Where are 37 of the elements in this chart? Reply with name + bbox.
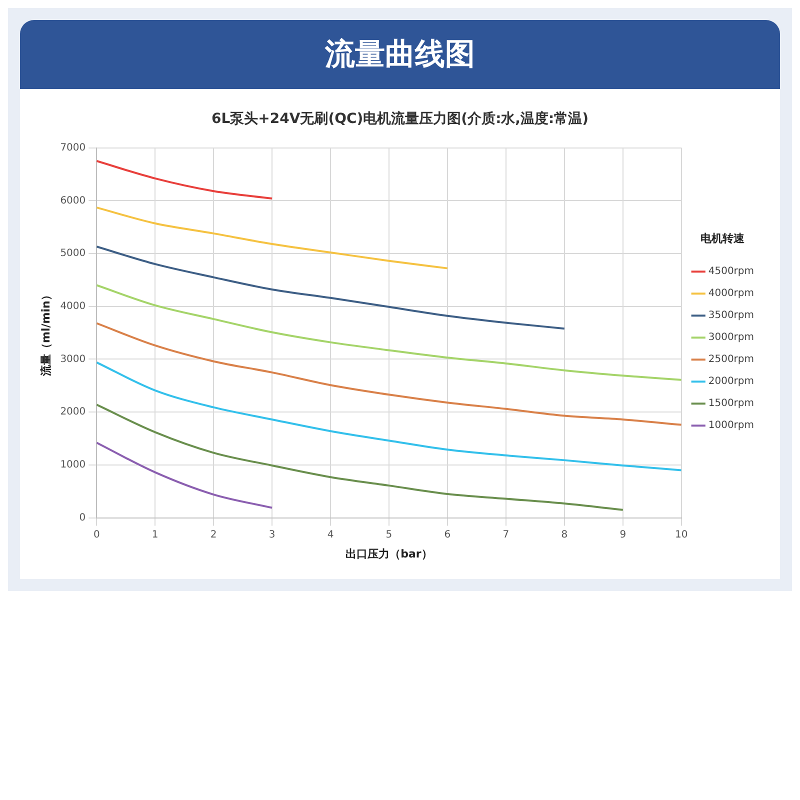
x-tick-label: 8 (561, 529, 568, 540)
legend-label: 1500rpm (708, 398, 754, 410)
y-tick-label: 0 (79, 512, 86, 524)
x-tick-label: 0 (93, 529, 100, 540)
legend-label: 4000rpm (708, 288, 754, 300)
legend-label: 4500rpm (708, 266, 754, 278)
x-tick-label: 6 (444, 529, 451, 540)
line-series (96, 404, 624, 511)
y-tick-label: 2000 (60, 406, 86, 418)
y-tick-label: 6000 (60, 195, 86, 206)
legend-label: 1000rpm (708, 420, 754, 432)
y-tick-label: 4000 (60, 300, 86, 312)
y-tick-label: 7000 (60, 142, 86, 154)
y-tick-label: 1000 (60, 460, 86, 471)
x-axis-title: 出口压力（bar） (346, 547, 432, 560)
y-tick-label: 5000 (60, 248, 86, 260)
legend-label: 2500rpm (708, 354, 754, 366)
x-tick-label: 5 (386, 529, 392, 540)
legend-title: 电机转速 (700, 232, 746, 245)
line-series (96, 206, 448, 270)
x-tick-label: 9 (620, 529, 626, 540)
line-series (96, 160, 274, 200)
y-tick-label: 3000 (60, 354, 86, 365)
legend-label: 3500rpm (708, 310, 754, 322)
chart-title: 流量曲线图 (20, 20, 780, 89)
x-tick-label: 10 (674, 529, 688, 540)
legend-label: 2000rpm (708, 376, 754, 388)
chart-subtitle: 6L泵头+24V无刷(QC)电机流量压力图(介质:水,温度:常温) (212, 110, 588, 128)
y-axis-title: 流量（ml/min） (39, 290, 52, 377)
legend-label: 3000rpm (708, 332, 754, 344)
x-tick-label: 2 (210, 529, 217, 540)
x-tick-label: 1 (152, 529, 158, 540)
x-tick-label: 7 (502, 529, 510, 540)
x-tick-label: 4 (327, 529, 334, 540)
x-tick-label: 3 (268, 529, 276, 540)
line-series (96, 442, 274, 509)
line-series (96, 246, 566, 330)
